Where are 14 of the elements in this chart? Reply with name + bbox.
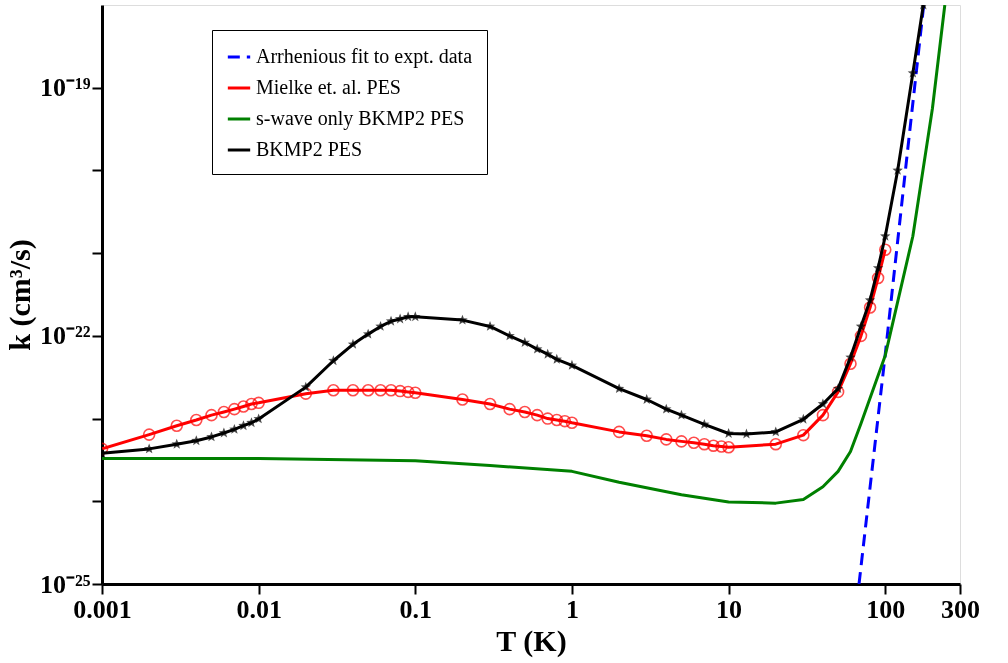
legend-label: Mielke et. al. PES [256, 76, 401, 98]
x-tick-label: 1 [565, 594, 579, 624]
x-tick-label: 0.1 [399, 594, 433, 624]
x-tick-label: 300 [941, 594, 980, 624]
x-tick-label: 0.01 [236, 594, 282, 624]
y-tick-label: 10⁻¹⁹ [39, 73, 91, 103]
y-tick-label: 10⁻²² [39, 321, 91, 351]
x-tick-label: 100 [866, 594, 906, 624]
legend-label: Arrhenious fit to expt. data [256, 45, 473, 68]
x-axis-title: T (K) [496, 623, 567, 658]
y-axis-title: k (cm³/s) [2, 239, 37, 351]
legend-label: s-wave only BKMP2 PES [256, 107, 465, 130]
legend-label: BKMP2 PES [256, 138, 363, 160]
x-tick-label: 10 [716, 594, 743, 624]
